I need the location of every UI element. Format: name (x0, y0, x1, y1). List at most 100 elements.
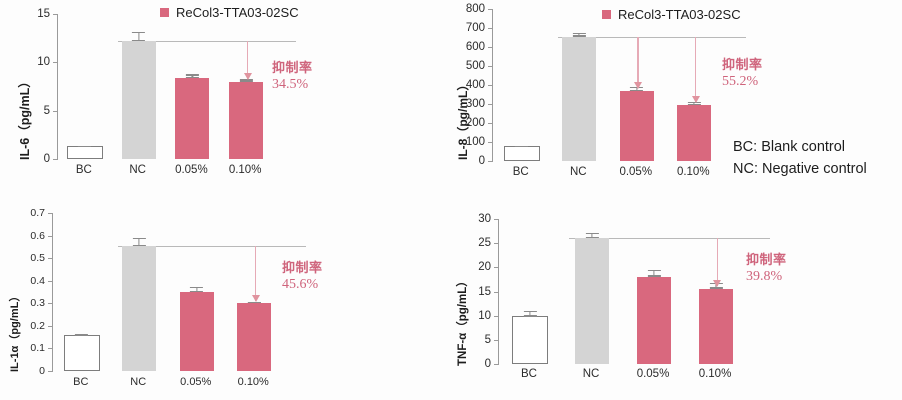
bar-cell (112, 14, 166, 159)
inhibition-label: 抑制率 (282, 260, 323, 275)
x-axis-label: 0.05% (619, 166, 653, 178)
bar-cell (168, 213, 226, 371)
x-axis-label: 0.10% (698, 368, 732, 380)
inhibition-arrow (255, 245, 257, 301)
bar-cell (219, 14, 273, 159)
y-axis-tick-label: 700 (465, 22, 485, 34)
y-axis-tick (53, 14, 58, 15)
legend-label: ReCol3-TTA03-02SC (618, 7, 741, 22)
y-axis-tick-label: 0.5 (30, 252, 45, 265)
y-axis-tick (494, 243, 499, 245)
x-axis-label: 0.05% (175, 164, 208, 176)
bar-cell (226, 213, 284, 371)
y-axis-tick (488, 28, 493, 29)
y-axis-tick-label: 500 (465, 60, 485, 72)
y-axis-tick-label: 10 (478, 309, 491, 322)
y-axis-title-il1a: IL-1α（pg/mL） (9, 290, 21, 372)
error-bar (191, 74, 193, 78)
inhibition-value: 45.6% (282, 277, 319, 293)
bar-cell (666, 9, 724, 161)
y-axis-tick (48, 371, 53, 372)
bar-cell (493, 9, 551, 161)
y-axis-tick (488, 47, 493, 48)
footnote-line-nc: NC: Negative control (733, 160, 867, 177)
x-axis-label: BC (521, 368, 537, 380)
y-axis-tick-label: 200 (465, 117, 485, 129)
y-axis-tick (48, 348, 53, 350)
y-axis-tick-label: 0 (39, 365, 45, 377)
y-axis-tick (48, 325, 53, 327)
bar-NC (122, 237, 157, 371)
footnote-line-bc: BC: Blank control (733, 139, 846, 155)
bar-BC (66, 145, 103, 159)
inhibition-arrow (695, 36, 697, 103)
y-axis-tick-label: 5 (43, 104, 50, 117)
legend-il8: ReCol3-TTA03-02SC (602, 7, 741, 22)
bar-group (499, 219, 747, 364)
y-axis-tick (488, 104, 493, 105)
y-axis-tick (53, 62, 58, 64)
x-axis-label: 0.10% (676, 166, 710, 178)
y-axis-tick (494, 291, 499, 293)
x-axis-labels-tnfa: BC NC 0.05% 0.10% (498, 368, 746, 380)
bar-group (58, 14, 273, 159)
bar-cell (623, 219, 685, 364)
y-axis-tick-label: 30 (478, 213, 491, 225)
inhibition-arrow (247, 41, 249, 79)
bar-BC (512, 311, 548, 364)
chart-panel-il8: ReCol3-TTA03-02SC IL-8（pg/mL） BC NC 0.05% 0… (450, 0, 902, 200)
error-bar (84, 145, 86, 148)
inhibition-arrow (637, 36, 639, 88)
inhibition-annotation: 抑制率 55.2% (722, 57, 763, 91)
bar-0.05pct (637, 269, 671, 364)
y-axis-tick (494, 315, 499, 317)
inhibition-annotation: 抑制率 34.5% (272, 60, 313, 94)
y-axis-tick-label: 10 (37, 56, 50, 69)
plot-area-il8 (488, 9, 746, 162)
bar-0.10pct (699, 283, 733, 364)
x-axis-label: NC (582, 368, 600, 380)
nc-reference-line (118, 41, 296, 43)
x-axis-label: NC (129, 164, 146, 176)
error-bar (253, 301, 255, 304)
x-axis-label: 0.10% (237, 376, 269, 388)
legend-il6: ReCol3-TTA03-02SC (160, 5, 299, 20)
bar-0.10pct (237, 301, 272, 371)
x-axis-label: BC (75, 164, 92, 176)
x-axis-label: 0.10% (228, 164, 262, 176)
bar-group (493, 9, 723, 161)
bar-cell (53, 213, 111, 371)
error-bar (636, 86, 638, 92)
y-axis-tick (488, 85, 493, 86)
error-bar (529, 311, 531, 317)
y-axis-tick-label: 0.3 (30, 297, 45, 310)
inhibition-value: 55.2% (722, 74, 759, 90)
error-bar (591, 232, 593, 239)
x-axis-label: BC (512, 166, 529, 178)
bar-NC (575, 232, 609, 364)
plot-area-tnfa (494, 219, 770, 365)
bar-cell (58, 14, 112, 159)
plot-area-il1a (48, 213, 306, 372)
y-axis-tick (488, 9, 493, 10)
bar-cell (111, 213, 169, 371)
y-axis-tick-label: 20 (478, 261, 491, 274)
y-axis-tick-label: 0 (478, 155, 485, 167)
y-axis-tick (48, 258, 53, 260)
bar-BC (503, 145, 540, 161)
legend-swatch-icon (602, 10, 611, 19)
inhibition-label: 抑制率 (722, 57, 763, 72)
y-axis-tick-label: 400 (465, 79, 485, 91)
bar-0.05pct (619, 86, 654, 161)
chart-panel-tnfa: TNF-α（pg/mL） BC NC 0.05% 0.10% 0 5 10 15 20 25 30… (450, 200, 902, 400)
bar-cell (608, 9, 666, 161)
x-axis-label: 0.05% (636, 368, 670, 380)
y-axis-tick-label: 800 (465, 3, 485, 15)
inhibition-label: 抑制率 (746, 252, 787, 267)
error-bar (653, 269, 655, 277)
y-axis-tick-label: 0.4 (30, 274, 45, 287)
control-legend-footnote: BC: Blank control NC: Negative control (733, 137, 867, 181)
y-axis-title-tnfa: TNF-α（pg/mL） (457, 275, 469, 366)
bar-0.05pct (175, 74, 210, 159)
